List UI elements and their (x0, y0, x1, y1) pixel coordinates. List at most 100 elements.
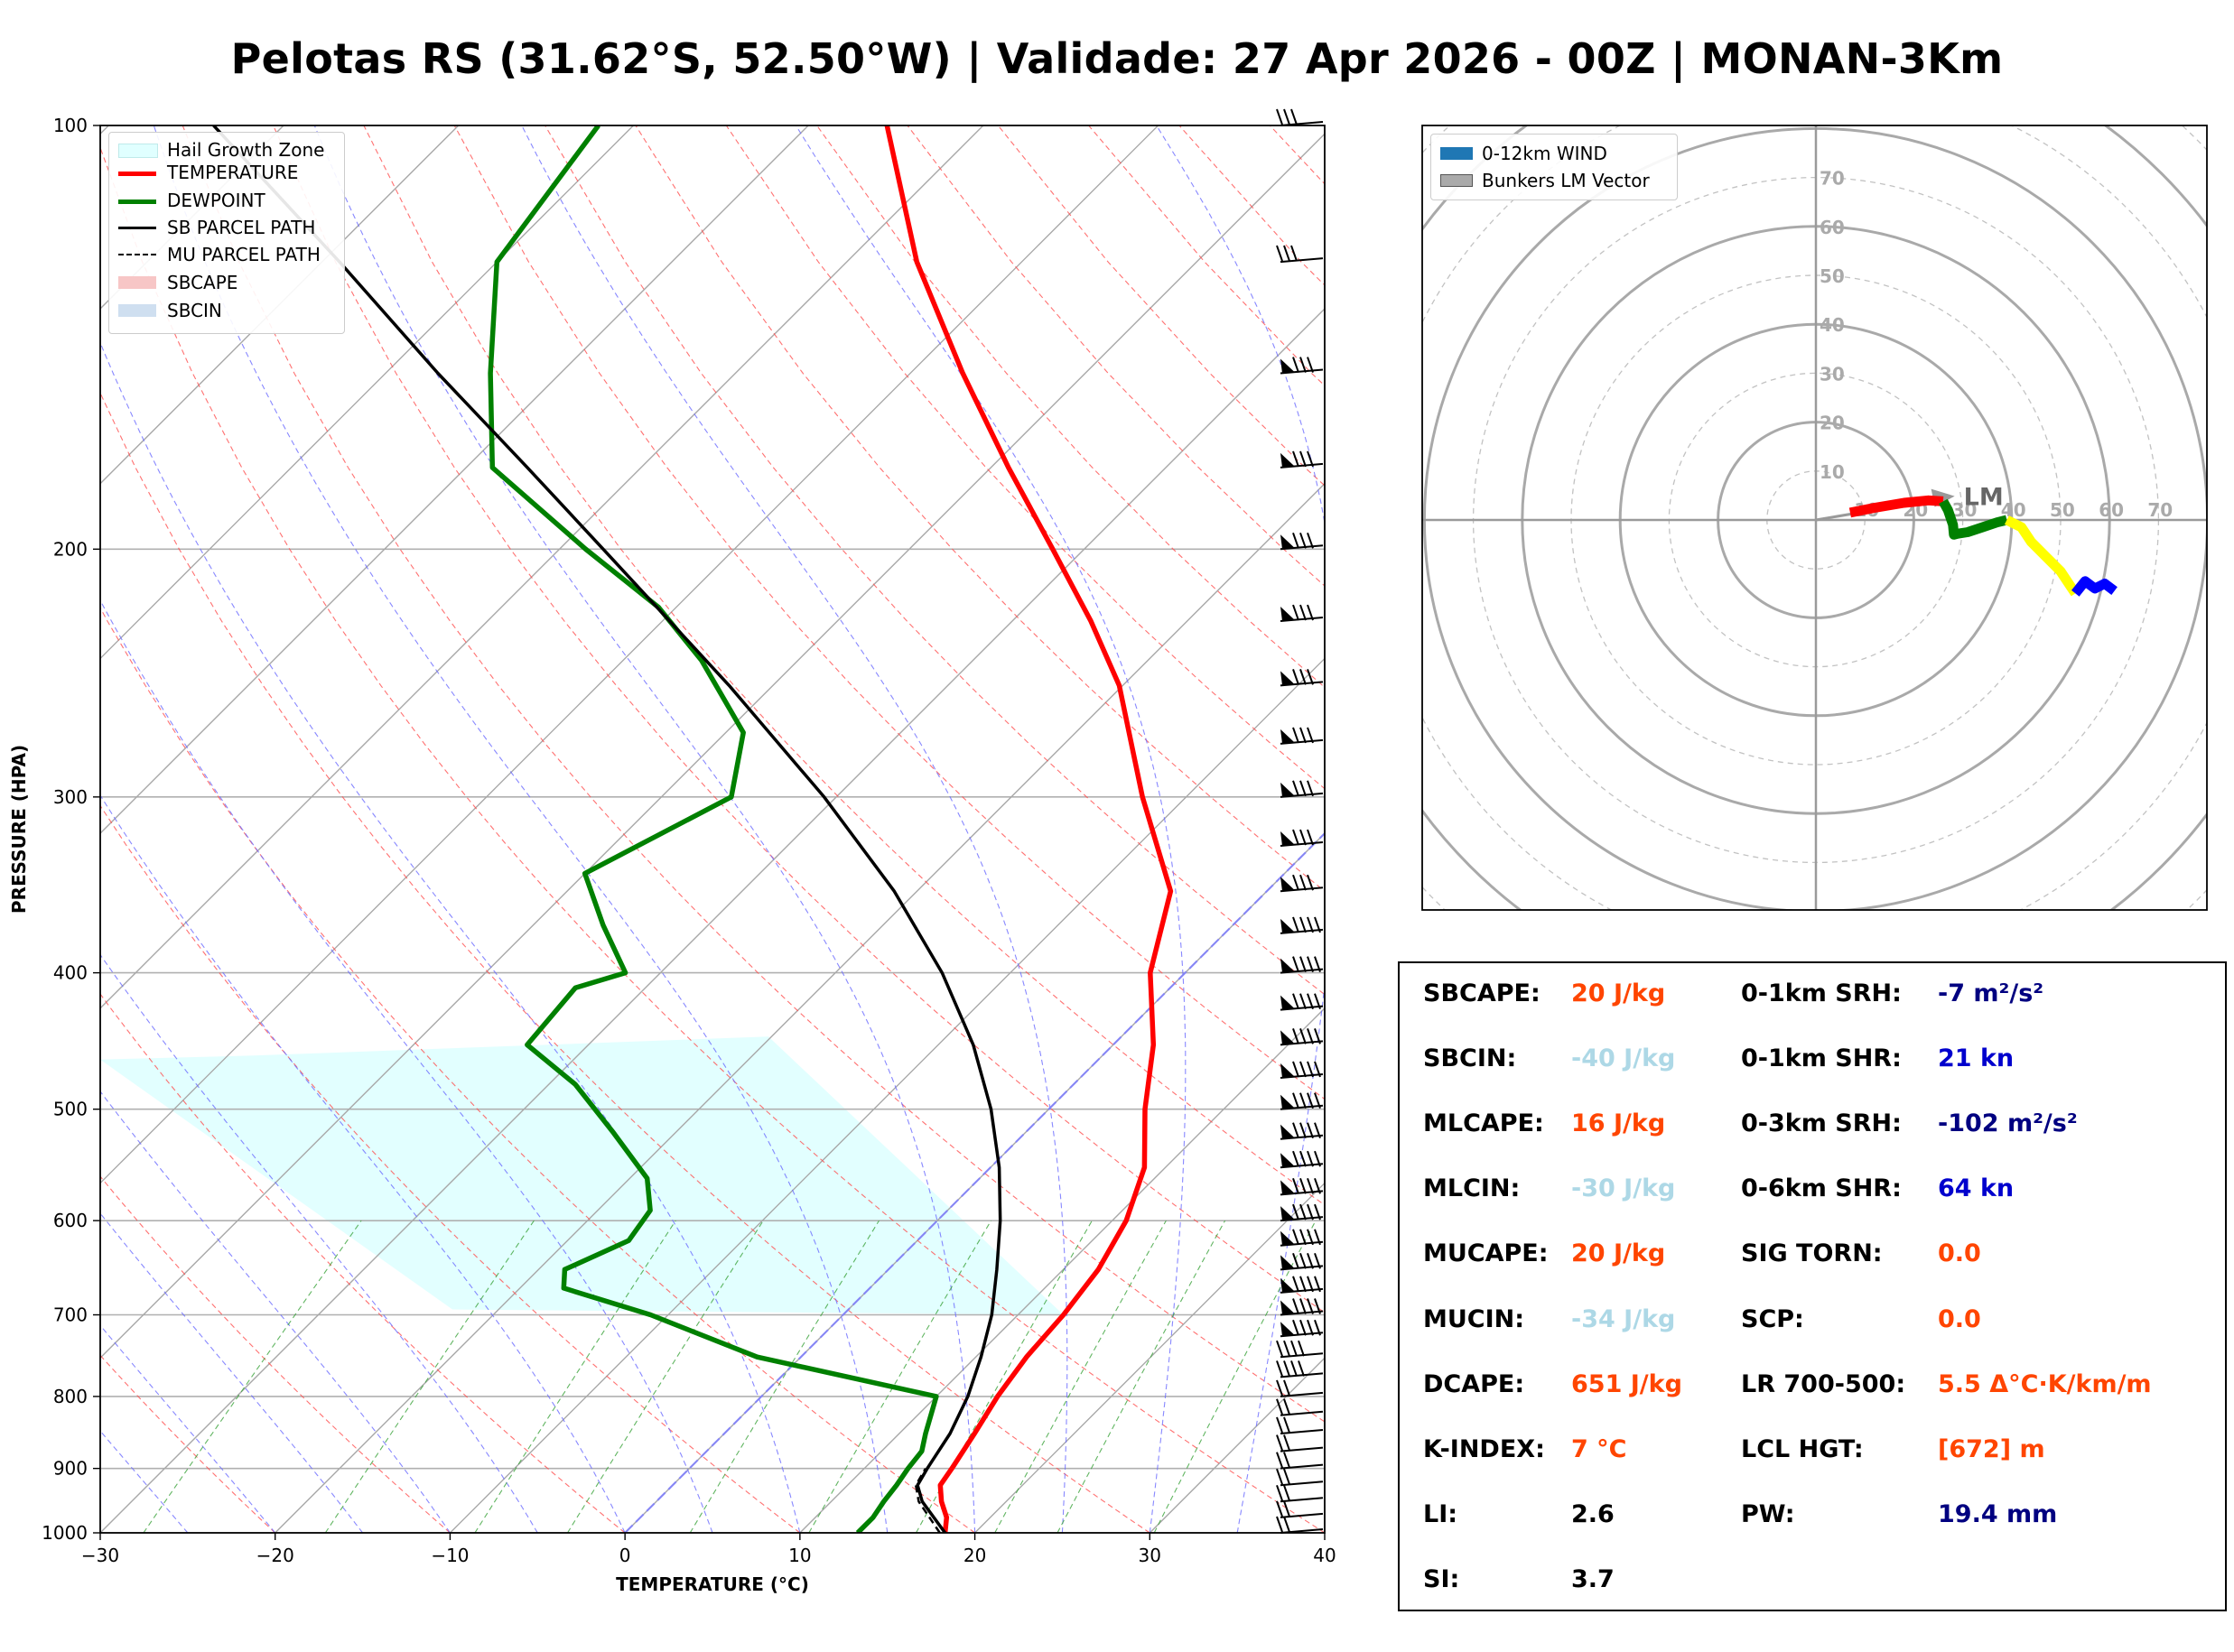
wind-barb-feather (1292, 1122, 1299, 1139)
temperature-line (884, 125, 1174, 1533)
dry-adiabat (545, 125, 1325, 996)
wind-barb-feather (1292, 1177, 1299, 1194)
hodograph-ring-label: 20 (1820, 413, 1845, 434)
wind-barb-feather (1307, 669, 1314, 685)
wind-barb (1276, 1379, 1324, 1397)
wind-barb-feather (1292, 956, 1299, 972)
legend-swatch-sbcape (118, 276, 156, 289)
wind-barb-feather (1307, 357, 1314, 373)
wind-barb-feather (1307, 1092, 1314, 1109)
wind-barb-flag (1280, 782, 1295, 797)
y-tick-label: 1000 (42, 1522, 88, 1544)
wind-barb-feather (1299, 1203, 1307, 1220)
wind-barb-feather (1299, 1122, 1307, 1139)
wind-barb (1280, 1122, 1324, 1140)
index-label: SBCIN: (1423, 1044, 1517, 1073)
mixing-ratio-line (474, 1220, 676, 1533)
index-label: LCL HGT: (1741, 1434, 1864, 1463)
wind-barb (1280, 532, 1324, 551)
wind-barb-feather (1299, 993, 1307, 1009)
legend-swatch-wind (1440, 147, 1473, 160)
wind-barb (1276, 108, 1324, 126)
wind-barb-feather (1276, 1468, 1283, 1485)
mixing-ratio-line (994, 1220, 1167, 1533)
wind-barb-feather (1299, 874, 1307, 891)
wind-barb-staff (1280, 1463, 1324, 1470)
index-label: PW: (1741, 1499, 1795, 1528)
wind-barb (1280, 357, 1324, 375)
wind-barb-flag (1280, 1094, 1295, 1109)
hodograph-frame (1421, 125, 2208, 911)
wind-barb-feather (1314, 1252, 1321, 1269)
index-value: 21 kn (1938, 1044, 2015, 1073)
index-value: 64 kn (1938, 1174, 2015, 1203)
wind-barb (1276, 1516, 1324, 1534)
wind-barb-flag (1280, 995, 1295, 1010)
moist-adiabat (100, 1212, 364, 1533)
wind-barb-feather (1292, 1319, 1299, 1336)
wind-barb-feather (1307, 727, 1314, 744)
wind-barb-flag (1280, 1030, 1295, 1045)
index-label: SBCAPE: (1423, 979, 1541, 1007)
y-tick-label: 500 (53, 1099, 88, 1120)
wind-barb (1280, 780, 1324, 798)
skewt-axis-labels: −30 −20 −10 0 10 20 30 40 1000 900 800 700 600 500 400… (8, 115, 1336, 1595)
wind-barb-flag (1280, 452, 1295, 468)
wind-barb-feather (1314, 1061, 1321, 1078)
wind-barb (1280, 727, 1324, 745)
wind-barb (1280, 916, 1324, 934)
legend-swatch-sbcin (118, 304, 156, 317)
mixing-ratio-line (567, 1220, 764, 1533)
hodograph-ring-label: 60 (1820, 217, 1845, 238)
wind-barb-staff (1280, 1512, 1324, 1518)
wind-barb-flag (1280, 1124, 1295, 1139)
wind-barb-flag (1280, 1206, 1295, 1221)
legend-swatch-dewpoint (118, 200, 156, 204)
wind-barb (1280, 1298, 1324, 1316)
wind-barb (1276, 1360, 1324, 1378)
wind-barb-flag (1280, 831, 1295, 847)
lm-label: LM (1964, 484, 2004, 512)
x-tick-label: 10 (788, 1545, 811, 1566)
wind-barb-flag (1280, 1063, 1295, 1078)
hodograph-trace (2071, 576, 2118, 597)
wind-barb (1276, 1468, 1324, 1487)
index-label: K-INDEX: (1423, 1434, 1545, 1463)
hodograph-legend: 0-12km WIND Bunkers LM Vector (1430, 134, 1678, 200)
hodograph-ring-label: 10 (1820, 461, 1845, 483)
wind-barb-feather (1307, 1061, 1314, 1078)
sb-parcel-line (212, 125, 1002, 1533)
wind-barb-feather (1299, 727, 1307, 744)
wind-barb-staff (1280, 1446, 1324, 1452)
moist-adiabat (100, 341, 801, 1533)
wind-barb-feather (1292, 1061, 1299, 1078)
isotherm-line (275, 482, 1325, 1533)
hodograph-border (1421, 125, 2208, 911)
skewt-frame (99, 125, 1326, 1534)
wind-barb-feather (1283, 1398, 1290, 1415)
wind-barb-feather (1292, 1298, 1299, 1314)
skewt-legend: Hail Growth Zone TEMPERATURE DEWPOINT SB… (108, 132, 345, 334)
isotherm-line (100, 125, 809, 835)
index-value: 0.0 (1938, 1304, 1981, 1333)
wind-barb-feather (1276, 1340, 1283, 1357)
wind-barb (1280, 829, 1324, 848)
wind-barb-feather (1292, 1150, 1299, 1167)
y-tick-label: 100 (53, 115, 88, 136)
wind-barb (1280, 956, 1324, 974)
index-value: 19.4 mm (1938, 1499, 2058, 1528)
y-tick-label: 600 (53, 1210, 88, 1231)
index-value: -30 J/kg (1571, 1174, 1676, 1203)
legend-label-dewpoint: DEWPOINT (167, 190, 265, 211)
y-tick-label: 900 (53, 1458, 88, 1480)
legend-swatch-bunkers (1440, 174, 1473, 187)
wind-barb-feather (1276, 1484, 1283, 1501)
wind-barb-feather (1299, 1061, 1307, 1078)
wind-barb-feather (1307, 993, 1314, 1009)
wind-barb (1276, 1416, 1324, 1434)
dry-adiabat (100, 1354, 276, 1533)
wind-barb (1280, 1061, 1324, 1079)
wind-barb-flag (1280, 729, 1295, 744)
hodograph-ring-label: 30 (1952, 499, 1978, 521)
moist-adiabat (100, 1324, 276, 1533)
